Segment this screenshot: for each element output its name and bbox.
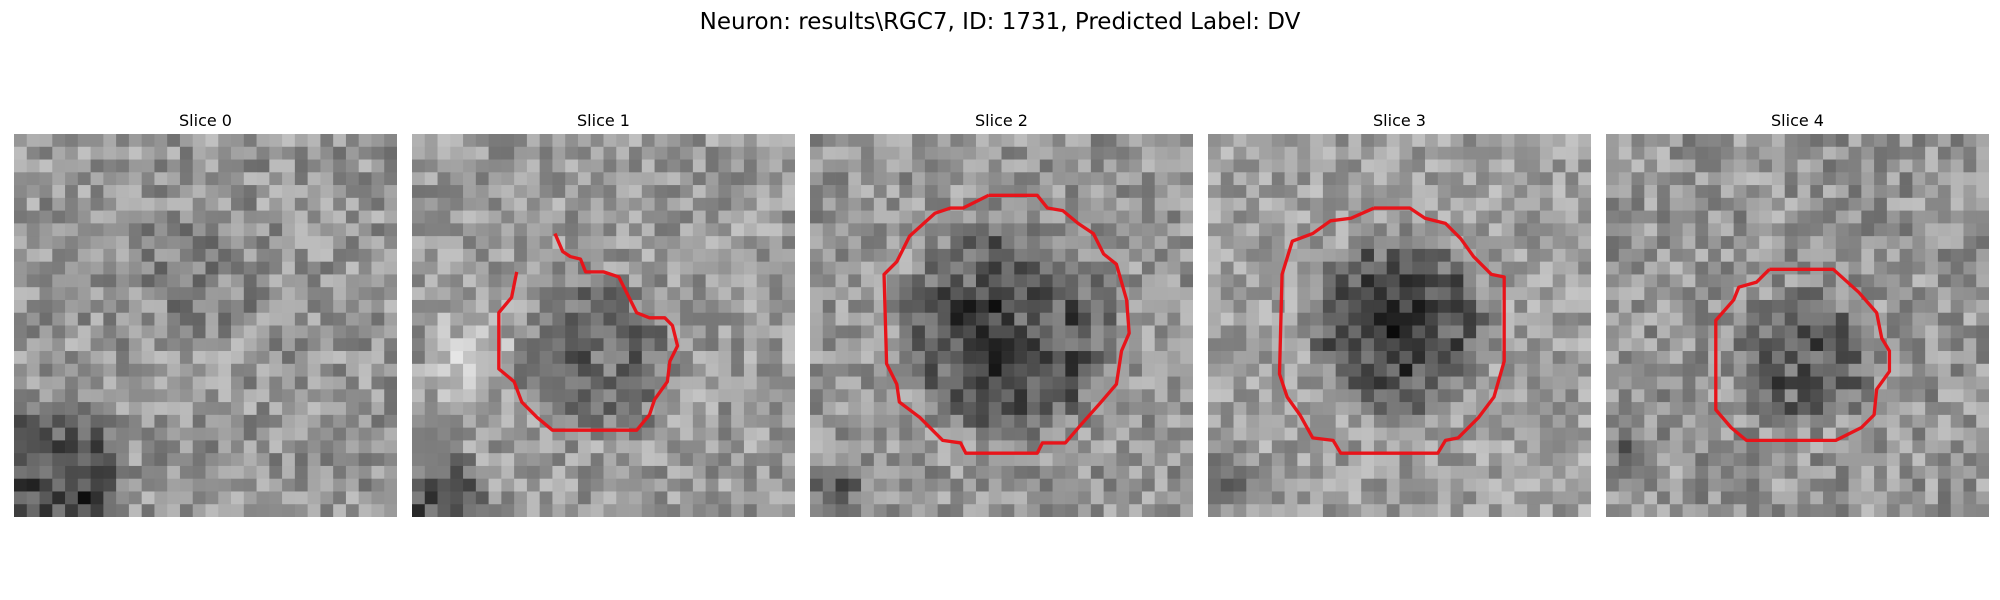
slice-title-0: Slice 0 (179, 111, 232, 130)
slice-panel-4: Slice 4 (1606, 112, 1989, 520)
segmentation-outline-4 (1714, 267, 1892, 443)
segmentation-outline-3 (1277, 206, 1506, 455)
slice-image-1 (412, 134, 795, 517)
slice-title-2: Slice 2 (975, 111, 1028, 130)
segmentation-outline-2 (882, 193, 1131, 455)
slice-title-3: Slice 3 (1373, 111, 1426, 130)
slice-title-4: Slice 4 (1771, 111, 1824, 130)
slice-image-3 (1208, 134, 1591, 517)
slice-title-1: Slice 1 (577, 111, 630, 130)
slice-image-4 (1606, 134, 1989, 517)
segmentation-outline-1 (497, 232, 680, 432)
slice-panel-2: Slice 2 (810, 112, 1193, 520)
slice-image-2 (810, 134, 1193, 517)
slice-panel-1: Slice 1 (412, 112, 795, 520)
figure-title: Neuron: results\RGC7, ID: 1731, Predicte… (699, 9, 1301, 35)
slice-image-0 (14, 134, 397, 517)
slice-panel-3: Slice 3 (1208, 112, 1591, 520)
slice-panel-0: Slice 0 (14, 112, 397, 520)
